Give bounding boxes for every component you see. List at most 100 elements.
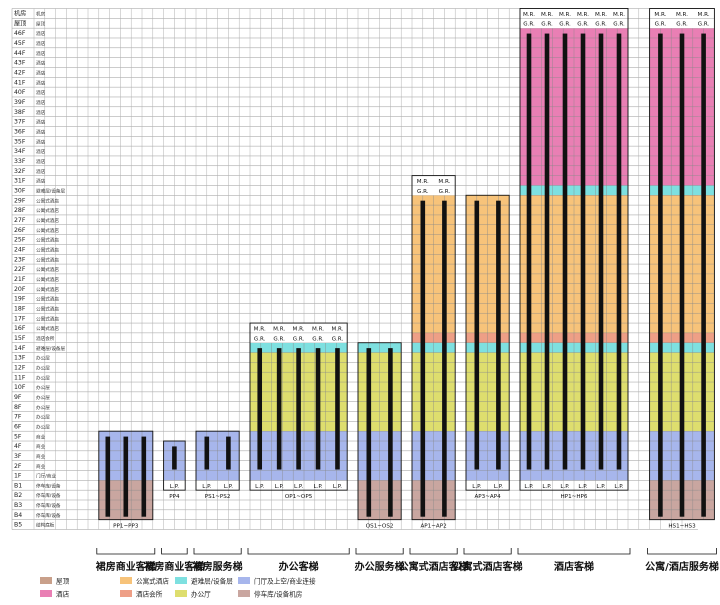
floor-label-left: 32F <box>14 168 26 175</box>
gear-room-label: G.R. <box>541 22 553 28</box>
floor-function-label: 停车库/设备 <box>36 502 61 509</box>
elevator-group: L.P. PP4 裙房商业客梯 <box>144 440 204 573</box>
lobby-stop-label: L.P. <box>560 484 569 490</box>
floor-function-label: 避难层/设备层 <box>36 188 66 195</box>
floor-function-label: 办公层 <box>36 355 50 362</box>
floor-label-left: 35F <box>14 138 26 145</box>
elevator-shaft <box>562 33 568 470</box>
legend-label: 屋顶 <box>56 578 70 586</box>
legend-label: 酒店会所 <box>136 590 163 599</box>
floor-function-label: 办公层 <box>36 394 50 401</box>
floor-label-left: 13F <box>14 355 26 362</box>
legend-label: 停车库/设备机房 <box>254 590 303 599</box>
elevator-group: M.R. G.R. M.R. G.R. M.R. G.R. HS1~HS3 公寓/酒店服务梯 <box>645 8 719 573</box>
floor-label-left: 机房 <box>14 10 26 18</box>
elevator-shaft <box>296 348 301 470</box>
machine-room-label: M.R. <box>331 326 343 332</box>
gear-room-label: G.R. <box>312 336 324 342</box>
machine-room-label: M.R. <box>293 326 305 332</box>
legend-swatch <box>175 577 187 584</box>
floor-label-left: 42F <box>14 70 26 77</box>
floor-label-left: 22F <box>14 266 26 273</box>
elevator-group-name: 裙房服务梯 <box>193 560 243 573</box>
floor-function-label: 公寓式酒店 <box>36 296 59 303</box>
lobby-stop-label: L.P. <box>578 484 587 490</box>
floor-function-label: 酒店 <box>36 30 46 37</box>
floor-function-label: 办公层 <box>36 384 50 391</box>
legend-swatch <box>238 577 250 584</box>
elevator-range-label: HP1~HP6 <box>561 494 588 500</box>
elevator-shaft <box>701 33 706 517</box>
floor-function-label: 酒店 <box>36 148 46 155</box>
machine-room-label: M.R. <box>273 326 285 332</box>
floor-function-label: 停车库/设备 <box>36 492 61 499</box>
group-bracket <box>247 548 350 555</box>
elevator-shaft <box>315 348 321 470</box>
elevator-group-name: 办公服务梯 <box>355 560 405 573</box>
legend-label: 门厅及上空/商业连接 <box>254 577 316 586</box>
elevator-group-name: 公寓/酒店服务梯 <box>645 560 719 573</box>
floor-label-left: 12F <box>14 364 26 371</box>
floor-label-left: 46F <box>14 30 26 37</box>
lobby-stop-label: L.P. <box>472 484 481 490</box>
lobby-stop-label: L.P. <box>255 484 264 490</box>
floor-function-label: 酒店 <box>36 79 46 86</box>
floor-label-left: 34F <box>14 148 26 155</box>
group-bracket <box>161 548 188 555</box>
floor-label-left: 28F <box>14 207 26 214</box>
lobby-stop-label: L.P. <box>542 484 551 490</box>
floor-function-label: 公寓式酒店 <box>36 237 59 244</box>
legend-swatch <box>120 590 132 597</box>
floor-function-label: 酒店 <box>36 70 46 77</box>
floor-function-label: 酒店 <box>36 60 46 67</box>
elevator-shaft <box>105 436 111 517</box>
gear-room-label: G.R. <box>595 22 607 28</box>
elevator-group: M.R. G.R. L.P. M.R. G.R. L.P. M.R. G.R. L.P. M.R.… <box>247 322 350 573</box>
floor-function-label: 商业 <box>36 463 46 470</box>
floor-label-left: 7F <box>14 414 22 421</box>
zone-band <box>250 470 348 481</box>
floor-function-label: 商业 <box>36 443 46 450</box>
machine-room-label: M.R. <box>577 12 589 18</box>
floor-function-label: 酒店 <box>36 168 46 175</box>
legend-swatch <box>120 577 132 584</box>
floor-label-left: 17F <box>14 315 26 322</box>
machine-room-label: M.R. <box>417 179 429 185</box>
floor-label-left: 20F <box>14 286 26 293</box>
floor-label-left: 40F <box>14 89 26 96</box>
elevator-group-name: 裙房商业客梯 <box>144 560 204 573</box>
gear-room-label: G.R. <box>676 22 688 28</box>
floor-label-left: 10F <box>14 384 26 391</box>
machine-room-label: M.R. <box>254 326 266 332</box>
machine-room-label: M.R. <box>312 326 324 332</box>
floor-label-left: 11F <box>14 374 26 381</box>
floor-function-label: 屋顶 <box>36 21 46 27</box>
elevator-shaft <box>204 436 210 470</box>
floor-label-left: 25F <box>14 237 26 244</box>
floor-function-label: 公寓式酒店 <box>36 197 59 204</box>
elevator-group-outline <box>98 430 154 521</box>
elevator-shaft <box>276 348 282 470</box>
elevator-group: PP1~PP3 裙房商业客梯 <box>96 430 156 573</box>
machine-room-label: M.R. <box>698 12 710 18</box>
elevator-shaft <box>544 33 550 470</box>
machine-room-label: M.R. <box>595 12 607 18</box>
group-bracket <box>463 548 512 555</box>
elevator-shaft <box>616 33 622 470</box>
machine-room-label: M.R. <box>676 12 688 18</box>
elevator-group-outline <box>249 322 348 491</box>
floor-label-left: 30F <box>14 188 26 195</box>
machine-room-label: M.R. <box>438 179 450 185</box>
floor-label-left: 29F <box>14 197 26 204</box>
floor-function-label: 酒店 <box>36 178 46 185</box>
gear-room-label: G.R. <box>293 336 305 342</box>
elevator-group-name: 公寓式酒店客梯 <box>453 560 523 573</box>
floor-label-left: 38F <box>14 109 26 116</box>
elevator-range-label: AP1~AP2 <box>420 524 446 530</box>
floor-function-label: 结构底板 <box>36 522 55 529</box>
legend-swatch <box>238 590 250 597</box>
elevator-range-label: AP3~AP4 <box>474 494 501 500</box>
floor-label-left: 1F <box>14 473 22 480</box>
